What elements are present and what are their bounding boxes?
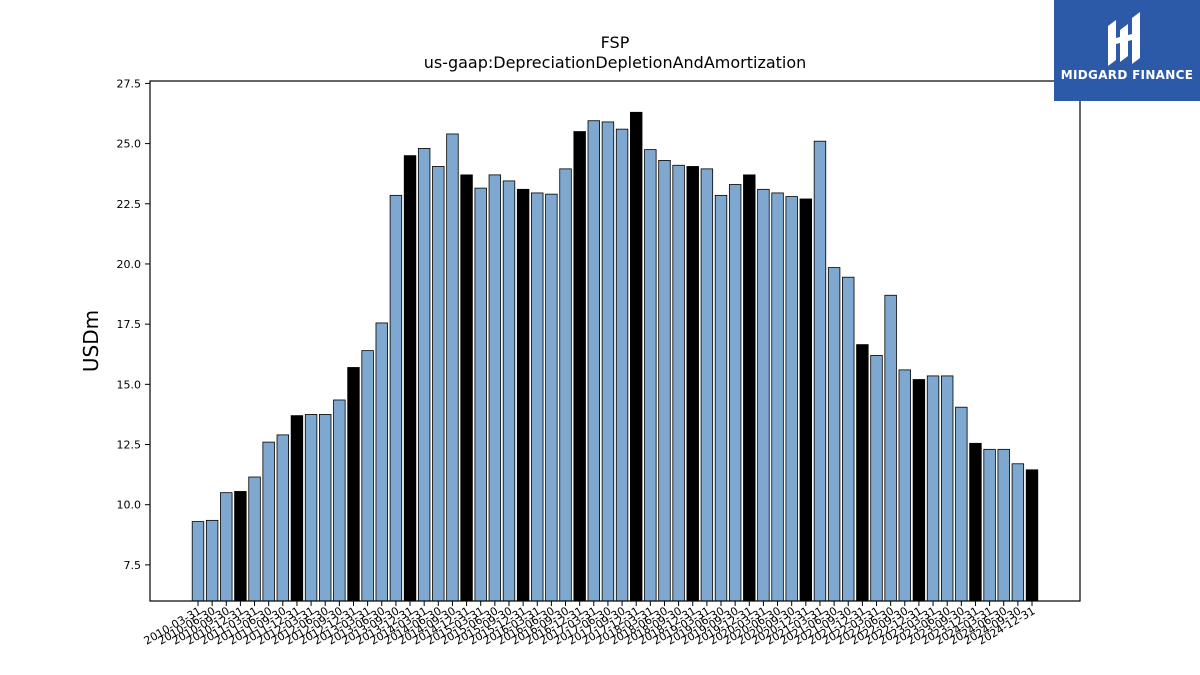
bar-2024-12-31 xyxy=(1025,469,1039,602)
x-ticks-group: 2010-03-312010-06-302010-09-302010-12-31… xyxy=(142,601,1038,648)
bar-2012-09-30 xyxy=(333,399,346,602)
bar-2020-12-31 xyxy=(799,198,813,602)
bar-2024-09-30 xyxy=(1011,463,1025,602)
bar-2020-09-30 xyxy=(785,196,798,602)
bar-2010-12-31 xyxy=(234,491,247,602)
bar-2021-12-31 xyxy=(856,344,869,602)
bar-2022-06-30 xyxy=(884,294,897,602)
bar-2010-03-31 xyxy=(191,521,205,602)
bar-2017-06-30 xyxy=(601,121,615,602)
bar-2019-03-31 xyxy=(700,168,714,602)
bar-2022-03-31 xyxy=(870,355,883,602)
bar-2012-12-31 xyxy=(347,367,360,602)
bar-2015-12-31 xyxy=(516,188,530,602)
midgard-logo-icon xyxy=(1108,12,1140,66)
y-ticks-group: 7.5 10.0 12.5 15.0 17.5 20.0 22.5 25.0 27.5 xyxy=(117,77,150,572)
bar-2016-12-31 xyxy=(573,131,586,602)
bar-2018-12-31 xyxy=(686,166,699,602)
bar-2016-09-30 xyxy=(559,168,572,602)
bar-2022-09-30 xyxy=(898,369,911,602)
bar-2014-09-30 xyxy=(446,133,459,602)
y-tick-label: 27.5 xyxy=(117,77,142,90)
bar-2013-12-31 xyxy=(403,155,417,602)
bar-2023-12-31 xyxy=(969,442,982,602)
bar-2019-06-30 xyxy=(714,194,728,602)
bar-2011-03-31 xyxy=(248,476,261,602)
bar-2018-09-30 xyxy=(672,164,685,602)
bar-2016-03-31 xyxy=(531,192,544,602)
bar-2019-12-31 xyxy=(743,174,756,602)
bar-2021-03-31 xyxy=(813,140,827,602)
bar-2014-12-31 xyxy=(460,174,473,602)
bar-2015-09-30 xyxy=(502,180,516,602)
bar-2013-03-31 xyxy=(361,350,374,602)
bar-2020-06-30 xyxy=(771,192,784,602)
y-tick-label: 17.5 xyxy=(117,318,142,331)
y-tick-label: 10.0 xyxy=(117,499,142,512)
bar-2023-06-30 xyxy=(940,375,954,602)
bar-2013-06-30 xyxy=(375,322,388,602)
y-tick-label: 12.5 xyxy=(117,439,142,452)
bar-2015-03-31 xyxy=(474,187,487,602)
brand-name: MIDGARD FINANCE xyxy=(1060,68,1194,82)
bar-2024-03-31 xyxy=(983,448,996,602)
y-tick-label: 25.0 xyxy=(117,138,142,151)
bar-2010-06-30 xyxy=(205,519,219,602)
y-tick-label: 22.5 xyxy=(117,198,142,211)
y-tick-label: 20.0 xyxy=(117,258,142,271)
plot-frame xyxy=(149,80,1081,602)
y-tick-label: 15.0 xyxy=(117,378,142,391)
bar-2013-09-30 xyxy=(389,194,403,602)
y-axis-label: USDm xyxy=(79,310,103,372)
bar-2020-03-31 xyxy=(757,188,770,602)
bar-2011-09-30 xyxy=(276,434,290,602)
bar-2021-09-30 xyxy=(842,276,855,602)
bar-2017-09-30 xyxy=(615,128,629,602)
bar-2023-03-31 xyxy=(926,375,940,602)
bar-2017-12-31 xyxy=(630,111,643,602)
y-tick-label: 7.5 xyxy=(124,559,142,572)
bar-2018-06-30 xyxy=(658,160,671,602)
bar-2011-06-30 xyxy=(262,441,275,602)
chart-title: FSP xyxy=(601,33,630,52)
bar-2023-09-30 xyxy=(955,406,968,602)
bars-group xyxy=(191,111,1039,602)
bar-2024-06-30 xyxy=(997,448,1010,602)
bar-2016-06-30 xyxy=(545,193,558,602)
bar-2021-06-30 xyxy=(827,267,841,602)
bar-2012-03-31 xyxy=(304,414,318,602)
bar-2014-06-30 xyxy=(432,166,445,602)
chart-subtitle: us-gaap:DepreciationDepletionAndAmortiza… xyxy=(424,53,807,72)
bar-2018-03-31 xyxy=(644,149,657,602)
bar-2019-09-30 xyxy=(728,184,742,602)
bar-2022-12-31 xyxy=(912,379,926,602)
bar-2017-03-31 xyxy=(587,120,600,602)
bar-2015-06-30 xyxy=(488,174,502,602)
bar-2011-12-31 xyxy=(290,415,304,602)
bar-2014-03-31 xyxy=(417,148,431,602)
bar-2010-09-30 xyxy=(220,492,233,602)
bar-2012-06-30 xyxy=(319,414,332,602)
brand-logo: MIDGARD FINANCE xyxy=(1054,0,1200,101)
